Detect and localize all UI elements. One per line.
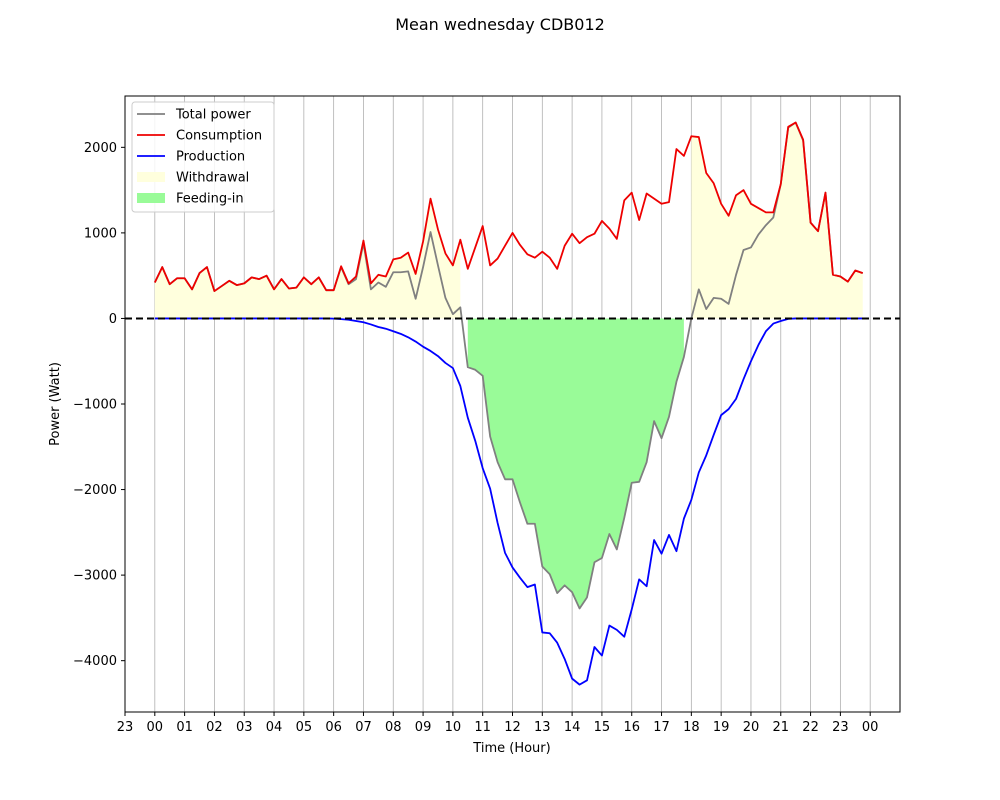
y-tick-label: 2000 xyxy=(84,141,117,156)
x-tick-label: 10 xyxy=(445,720,462,735)
consumption-line xyxy=(153,121,864,292)
x-tick-label: 19 xyxy=(713,720,730,735)
x-tick-label: 15 xyxy=(594,720,611,735)
x-tick-label: 23 xyxy=(117,720,134,735)
x-tick-label: 12 xyxy=(504,720,521,735)
x-tick-label: 02 xyxy=(206,720,223,735)
legend-label-consumption: Consumption xyxy=(176,129,262,144)
x-tick-label: 01 xyxy=(176,720,193,735)
legend-label-feeding-in: Feeding-in xyxy=(176,192,244,207)
feeding-in-area xyxy=(467,318,684,609)
x-tick-label: 00 xyxy=(862,720,879,735)
y-tick-label: −3000 xyxy=(73,569,117,584)
x-tick-label: 03 xyxy=(236,720,253,735)
x-tick-label: 16 xyxy=(623,720,640,735)
y-tick-label: −4000 xyxy=(73,654,117,669)
x-tick-label: 14 xyxy=(564,720,581,735)
x-axis: 23 00 01 02 03 04 05 06 07 08 09 10 11 12 13 14 15 16 17 18… xyxy=(117,712,879,735)
y-tick-label: 1000 xyxy=(84,226,117,241)
x-tick-label: 07 xyxy=(355,720,372,735)
legend-swatch-feeding-in xyxy=(137,193,165,203)
x-tick-label: 18 xyxy=(683,720,700,735)
x-tick-label: 04 xyxy=(266,720,283,735)
x-tick-label: 00 xyxy=(147,720,164,735)
withdrawal-area xyxy=(154,122,863,319)
x-tick-label: 06 xyxy=(325,720,342,735)
legend-box xyxy=(131,101,275,213)
x-tick-label: 22 xyxy=(802,720,819,735)
legend-label-withdrawal: Withdrawal xyxy=(176,171,249,186)
y-axis: −4000 −3000 −2000 −1000 0 1000 2000 xyxy=(73,141,125,669)
x-tick-label: 23 xyxy=(832,720,849,735)
y-tick-label: 0 xyxy=(109,312,117,327)
x-tick-label: 05 xyxy=(296,720,313,735)
x-tick-label: 21 xyxy=(772,720,789,735)
legend: Total power Consumption Production Withdraw… xyxy=(131,101,275,213)
x-tick-label: 20 xyxy=(743,720,760,735)
y-axis-label: Power (Watt) xyxy=(48,362,63,446)
legend-label-production: Production xyxy=(176,150,245,165)
y-tick-label: −2000 xyxy=(73,483,117,498)
x-tick-label: 13 xyxy=(534,720,551,735)
x-tick-label: 11 xyxy=(474,720,491,735)
plot-area xyxy=(124,95,901,713)
legend-label-total-power: Total power xyxy=(175,108,251,123)
legend-swatch-withdrawal xyxy=(137,172,165,182)
x-axis-label: Time (Hour) xyxy=(472,741,550,756)
area-fills xyxy=(154,122,863,609)
x-tick-label: 17 xyxy=(653,720,670,735)
x-tick-label: 09 xyxy=(415,720,432,735)
chart-title: Mean wednesday CDB012 xyxy=(395,15,605,34)
y-tick-label: −1000 xyxy=(73,398,117,413)
x-tick-label: 08 xyxy=(385,720,402,735)
